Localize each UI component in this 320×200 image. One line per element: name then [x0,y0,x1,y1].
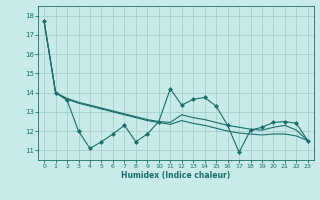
X-axis label: Humidex (Indice chaleur): Humidex (Indice chaleur) [121,171,231,180]
